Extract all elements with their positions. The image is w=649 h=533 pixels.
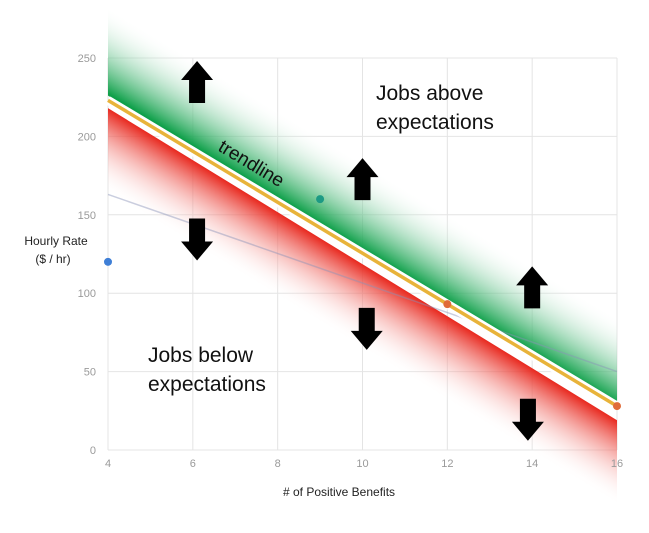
x-tick-label: 12 xyxy=(441,458,453,470)
y-tick-label: 100 xyxy=(78,288,96,300)
y-tick-label: 250 xyxy=(78,53,96,65)
data-point xyxy=(104,257,112,266)
x-tick-label: 14 xyxy=(526,458,538,470)
x-tick-label: 8 xyxy=(275,458,281,470)
y-tick-label: 200 xyxy=(78,131,96,143)
x-axis-title: # of Positive Benefits xyxy=(283,485,395,499)
x-tick-label: 4 xyxy=(105,458,111,470)
up-arrow-icon xyxy=(516,266,549,309)
data-point xyxy=(316,195,325,204)
x-tick-label: 10 xyxy=(356,458,368,470)
down-arrow-icon xyxy=(181,218,214,261)
below-note-line-1: Jobs below xyxy=(148,344,254,367)
below-expectations-band xyxy=(108,108,617,505)
x-tick-label: 16 xyxy=(611,458,623,470)
above-note-line-1: Jobs above xyxy=(376,82,483,105)
down-arrow-icon xyxy=(511,398,544,441)
data-points xyxy=(104,195,621,411)
below-note-line-2: expectations xyxy=(148,373,266,396)
above-expectations-band xyxy=(108,6,617,402)
y-axis-title-line-1: Hourly Rate xyxy=(24,234,88,248)
up-arrow-icon xyxy=(181,60,214,103)
y-tick-labels: 0 50 100 150 200 250 xyxy=(78,53,96,457)
x-tick-labels: 4 6 8 10 12 14 16 xyxy=(105,458,623,470)
y-axis-title-line-2: ($ / hr) xyxy=(35,252,70,266)
up-arrow-icon xyxy=(346,158,379,201)
trendline xyxy=(107,98,618,408)
arrows xyxy=(181,60,549,441)
down-arrow-icon xyxy=(350,307,383,350)
y-tick-label: 150 xyxy=(78,210,96,222)
y-tick-label: 50 xyxy=(84,367,96,379)
x-tick-label: 6 xyxy=(190,458,196,470)
above-note-line-2: expectations xyxy=(376,111,494,134)
y-tick-label: 0 xyxy=(90,445,96,457)
data-point xyxy=(613,402,621,411)
data-point xyxy=(443,300,452,309)
